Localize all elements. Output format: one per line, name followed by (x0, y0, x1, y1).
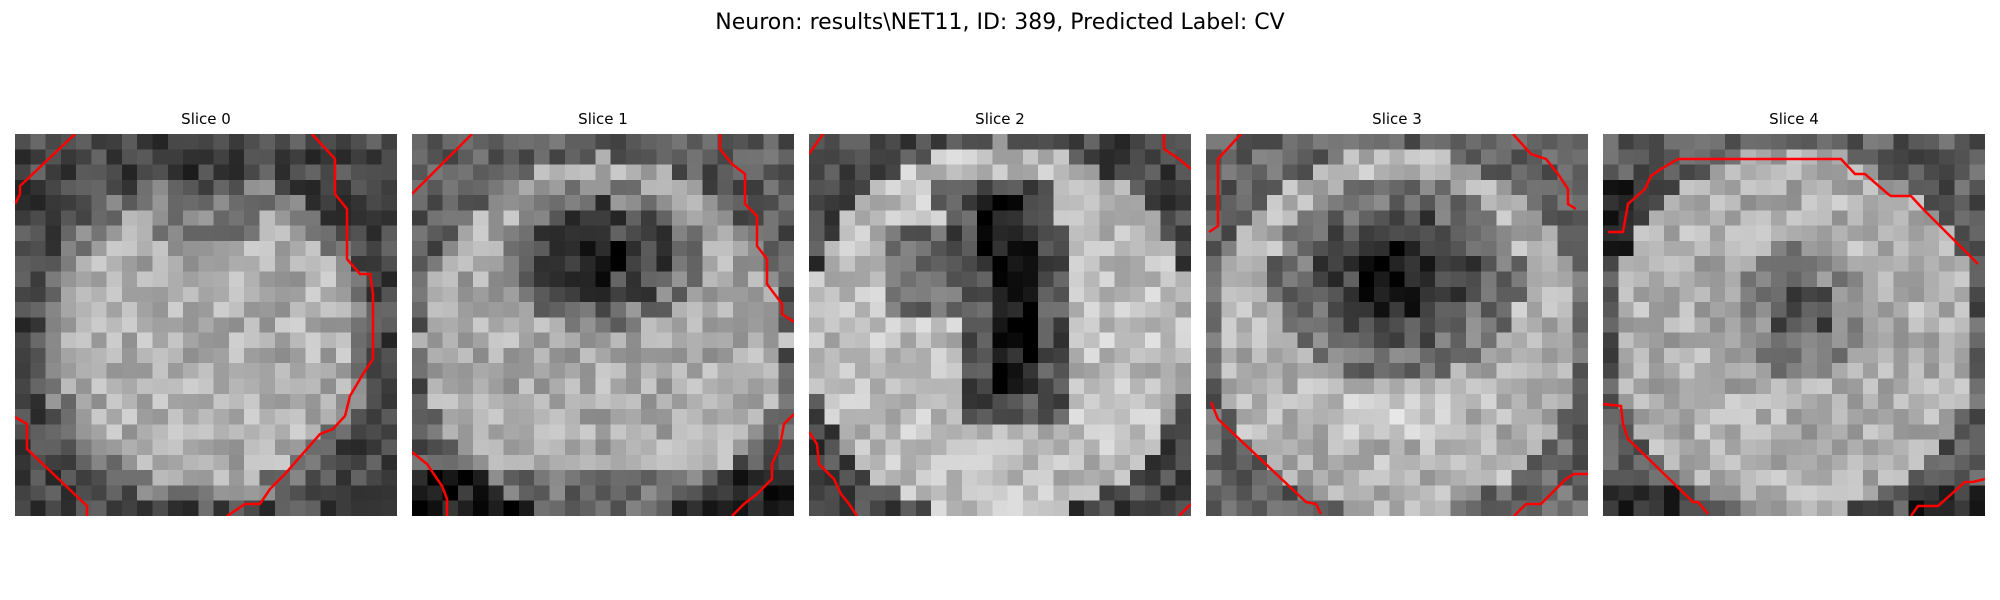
slice-panel-1: Slice 1 (412, 110, 794, 516)
slice-title: Slice 2 (975, 110, 1025, 128)
contour-overlay (1208, 134, 1588, 516)
contour-line (226, 134, 375, 516)
contour-line (731, 413, 794, 516)
contour-line (412, 134, 473, 195)
slice-image-3 (1206, 134, 1588, 516)
contour-line (809, 134, 825, 155)
contour-line (1209, 401, 1323, 515)
slice-title: Slice 1 (578, 110, 628, 128)
slice-image-4 (1603, 134, 1985, 516)
contour-line (1603, 402, 1709, 515)
contour-line (1208, 134, 1242, 234)
contour-line (412, 451, 449, 516)
contour-line (718, 134, 794, 324)
slice-panel-0: Slice 0 (15, 110, 397, 516)
contour-line (809, 431, 859, 516)
slice-image-1 (412, 134, 794, 516)
slice-panel-2: Slice 2 (809, 110, 1191, 516)
slice-image-2 (809, 134, 1191, 516)
slice-title: Slice 0 (181, 110, 231, 128)
slice-panel-3: Slice 3 (1206, 110, 1588, 516)
contour-line (1909, 477, 1985, 516)
contour-line (1162, 134, 1191, 170)
contour-overlay (809, 134, 1191, 516)
contour-overlay (1603, 157, 1985, 516)
contour-line (15, 415, 89, 516)
contour-line (1178, 503, 1191, 516)
contour-overlay (412, 134, 794, 516)
slice-panel-4: Slice 4 (1603, 110, 1985, 516)
slice-title: Slice 4 (1769, 110, 1819, 128)
slice-image-0 (15, 134, 397, 516)
contour-line (1608, 157, 1979, 265)
slice-title: Slice 3 (1372, 110, 1422, 128)
contour-line (1512, 134, 1577, 211)
contour-line (1513, 472, 1588, 516)
contour-overlay (15, 134, 375, 516)
figure-title: Neuron: results\NET11, ID: 389, Predicte… (715, 10, 1285, 35)
contour-line (15, 134, 76, 205)
